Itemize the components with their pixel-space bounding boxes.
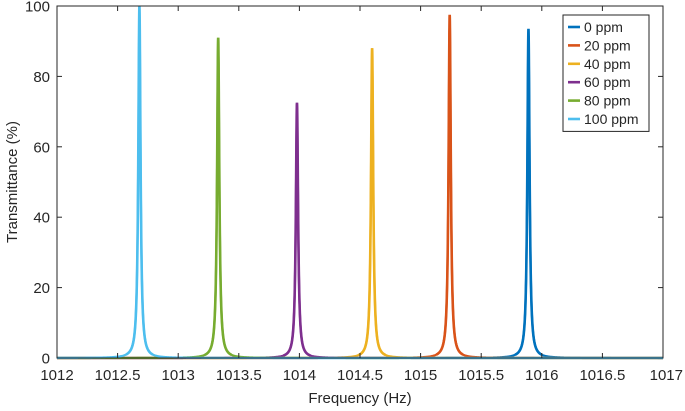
legend-item: 100 ppm <box>568 111 638 127</box>
series-peak <box>514 28 543 356</box>
x-axis-ticks: 1012 1012.5 1013 1013.5 1014 1014.5 1015 1015.5… <box>40 6 683 384</box>
y-tick-label: 40 <box>33 210 50 227</box>
y-tick-label: 20 <box>33 280 50 297</box>
legend-label: 40 ppm <box>584 56 631 72</box>
legend-item: 0 ppm <box>568 19 623 35</box>
legend-label: 60 ppm <box>584 74 631 90</box>
series-peak <box>358 48 387 357</box>
legend-label: 0 ppm <box>584 19 623 35</box>
legend-item: 20 ppm <box>568 37 631 53</box>
y-tick-label: 100 <box>25 0 50 16</box>
legend-item: 60 ppm <box>568 74 631 90</box>
x-tick-label: 1016 <box>525 367 558 384</box>
series-peak <box>204 37 233 357</box>
legend-label: 20 ppm <box>584 37 631 53</box>
legend-box <box>562 14 650 132</box>
y-tick-label: 60 <box>33 139 50 156</box>
legend-item: 40 ppm <box>568 56 631 72</box>
x-tick-label: 1013.5 <box>216 367 262 384</box>
x-tick-label: 1015 <box>404 367 437 384</box>
x-tick-label: 1015.5 <box>458 367 504 384</box>
legend-label: 80 ppm <box>584 93 631 109</box>
legend: 0 ppm 20 ppm 40 ppm 60 ppm 80 ppm 100 ppm <box>562 14 650 132</box>
series-peak <box>435 14 464 356</box>
y-tick-label: 80 <box>33 69 50 86</box>
legend-label: 100 ppm <box>584 111 638 127</box>
x-tick-label: 1017 <box>650 367 683 384</box>
x-tick-label: 1014 <box>283 367 316 384</box>
x-tick-label: 1014.5 <box>337 367 383 384</box>
series-peak <box>283 102 311 357</box>
y-axis-label: Transmittance (%) <box>4 121 21 243</box>
x-tick-label: 1012.5 <box>95 367 141 384</box>
x-tick-label: 1016.5 <box>579 367 625 384</box>
x-tick-label: 1013 <box>162 367 195 384</box>
y-tick-label: 0 <box>42 351 50 368</box>
y-axis-ticks: 0 20 40 60 80 100 <box>25 0 663 368</box>
legend-item: 80 ppm <box>568 93 631 109</box>
x-axis-label: Frequency (Hz) <box>308 390 411 407</box>
x-tick-label: 1012 <box>40 367 73 384</box>
